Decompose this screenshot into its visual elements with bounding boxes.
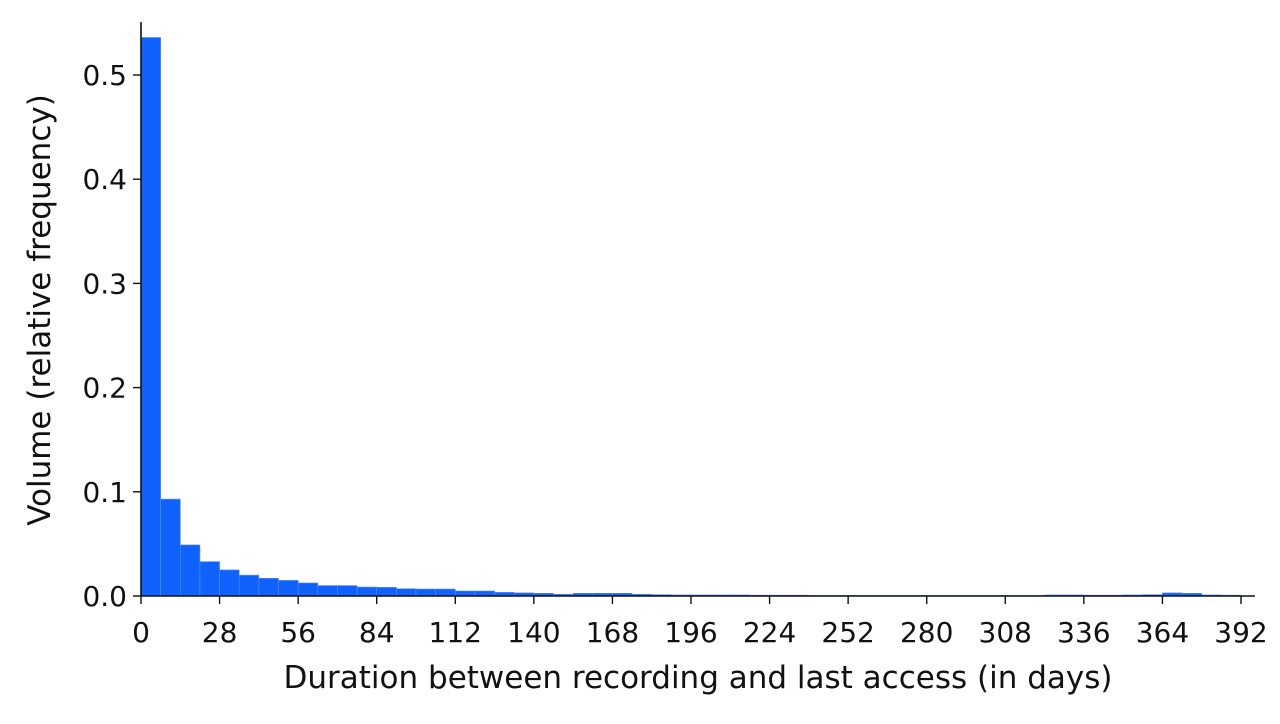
x-tick-label: 140	[507, 616, 560, 649]
x-tick-label: 84	[359, 616, 395, 649]
histogram-bar	[258, 577, 279, 597]
x-tick-label: 112	[429, 616, 482, 649]
x-axis-label: Duration between recording and last acce…	[284, 660, 1113, 696]
histogram-bar	[179, 544, 201, 597]
y-ticks: 0.0 0.1 0.2 0.3 0.4 0.5	[82, 59, 141, 613]
x-tick-label: 392	[1214, 616, 1267, 649]
histogram-bar	[238, 574, 260, 597]
y-tick-label: 0.3	[82, 267, 127, 300]
x-tick-label: 336	[1057, 616, 1110, 649]
histogram-bar	[219, 569, 240, 597]
x-tick-label: 252	[821, 616, 874, 649]
y-tick-label: 0.5	[82, 59, 127, 92]
y-axis-label: Volume (relative frequency)	[22, 94, 58, 526]
histogram-bar	[160, 498, 181, 597]
histogram-bar	[396, 588, 417, 597]
histogram-bar	[415, 588, 436, 597]
histogram-bar	[278, 580, 299, 597]
bars-group	[140, 37, 1242, 597]
histogram-bar	[356, 586, 378, 597]
x-tick-label: 308	[979, 616, 1032, 649]
histogram-bar	[297, 582, 319, 597]
x-tick-label: 0	[132, 616, 150, 649]
x-tick-label: 224	[743, 616, 796, 649]
histogram-bar	[337, 585, 358, 597]
x-tick-label: 28	[202, 616, 238, 649]
x-tick-label: 168	[586, 616, 639, 649]
histogram-bar	[435, 588, 456, 597]
x-tick-label: 56	[280, 616, 316, 649]
x-tick-label: 364	[1136, 616, 1189, 649]
x-tick-label: 196	[664, 616, 717, 649]
histogram-bar	[140, 37, 161, 597]
y-tick-label: 0.4	[82, 163, 127, 196]
histogram-bar	[199, 561, 220, 597]
histogram-bar	[317, 585, 338, 597]
histogram-bar	[376, 587, 397, 597]
x-ticks: 0 28 56 84 112 140 168 196 224 252 280 308 336 364 392	[132, 596, 1268, 649]
y-tick-label: 0.1	[82, 476, 127, 509]
y-tick-label: 0.2	[82, 372, 127, 405]
y-tick-label: 0.0	[82, 580, 127, 613]
x-tick-label: 280	[900, 616, 953, 649]
